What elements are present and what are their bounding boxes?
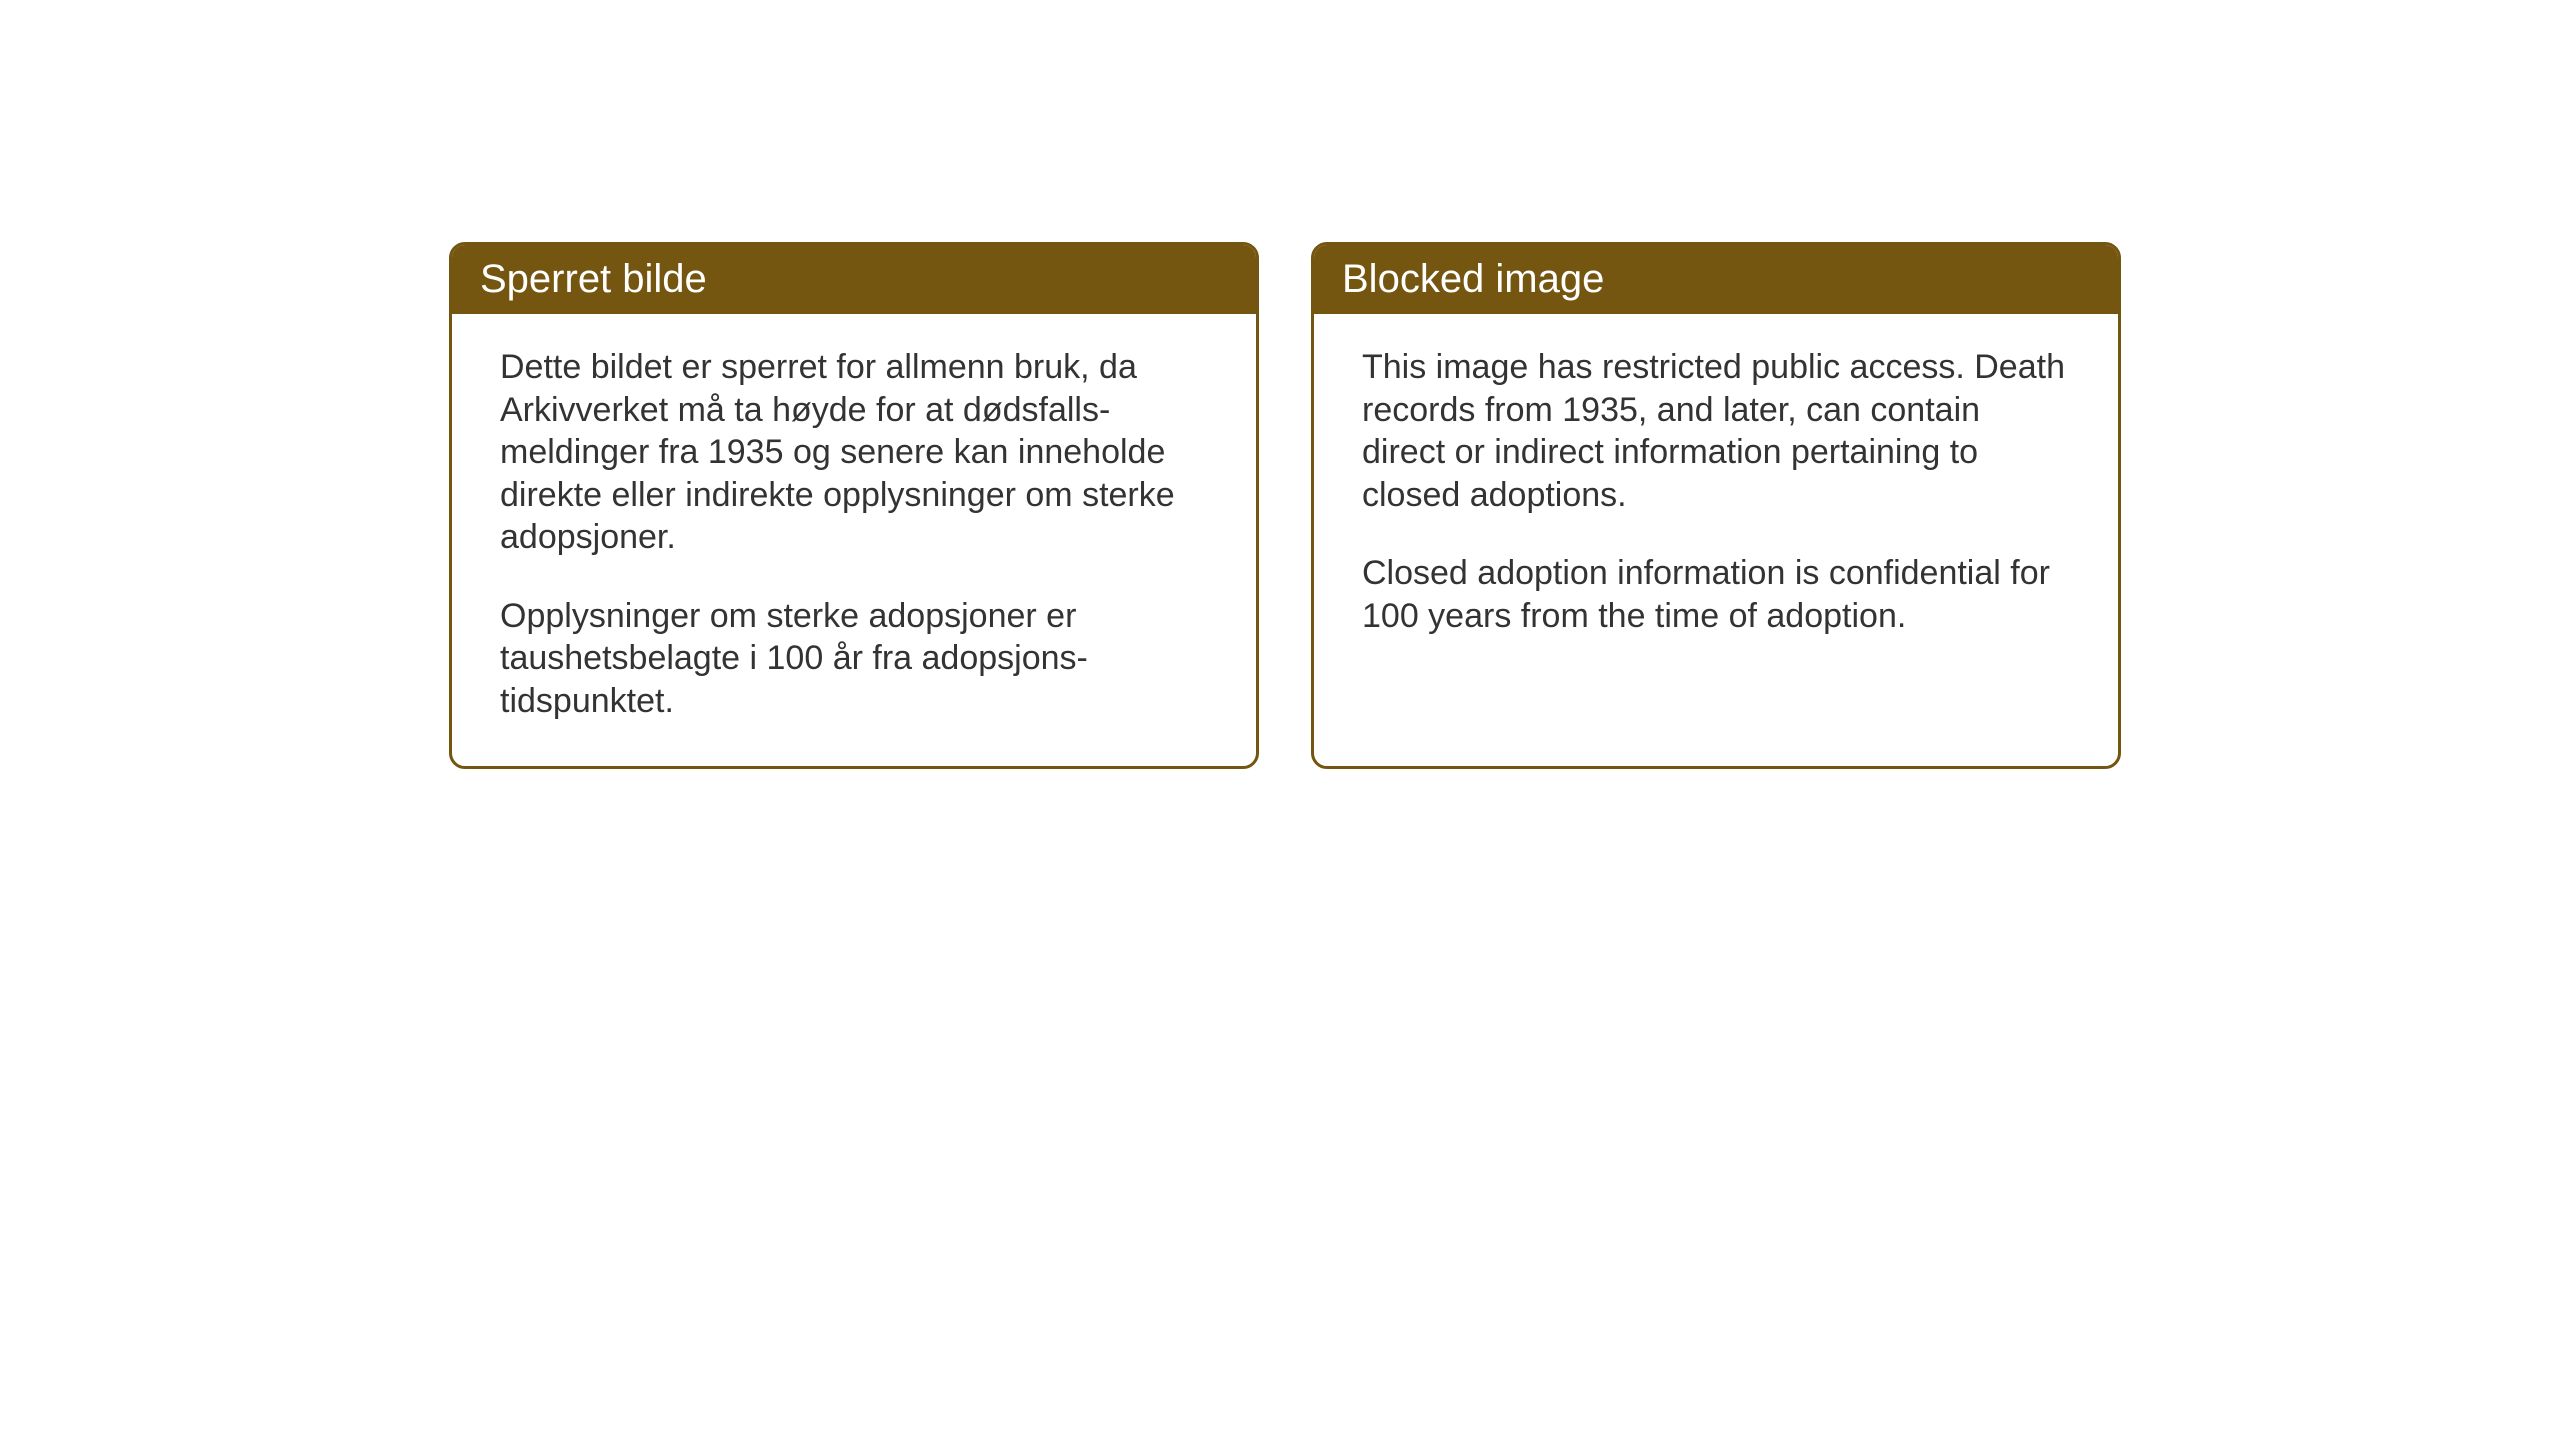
card-header-norwegian: Sperret bilde [452, 245, 1256, 314]
card-body-english: This image has restricted public access.… [1314, 314, 2118, 681]
card-paragraph: Opplysninger om sterke adopsjoner er tau… [500, 595, 1208, 723]
card-paragraph: This image has restricted public access.… [1362, 346, 2070, 516]
notice-card-english: Blocked image This image has restricted … [1311, 242, 2121, 769]
notice-container: Sperret bilde Dette bildet er sperret fo… [449, 242, 2121, 769]
card-title: Blocked image [1342, 257, 1604, 301]
card-paragraph: Closed adoption information is confident… [1362, 552, 2070, 637]
card-paragraph: Dette bildet er sperret for allmenn bruk… [500, 346, 1208, 559]
card-body-norwegian: Dette bildet er sperret for allmenn bruk… [452, 314, 1256, 766]
card-title: Sperret bilde [480, 257, 707, 301]
card-header-english: Blocked image [1314, 245, 2118, 314]
notice-card-norwegian: Sperret bilde Dette bildet er sperret fo… [449, 242, 1259, 769]
